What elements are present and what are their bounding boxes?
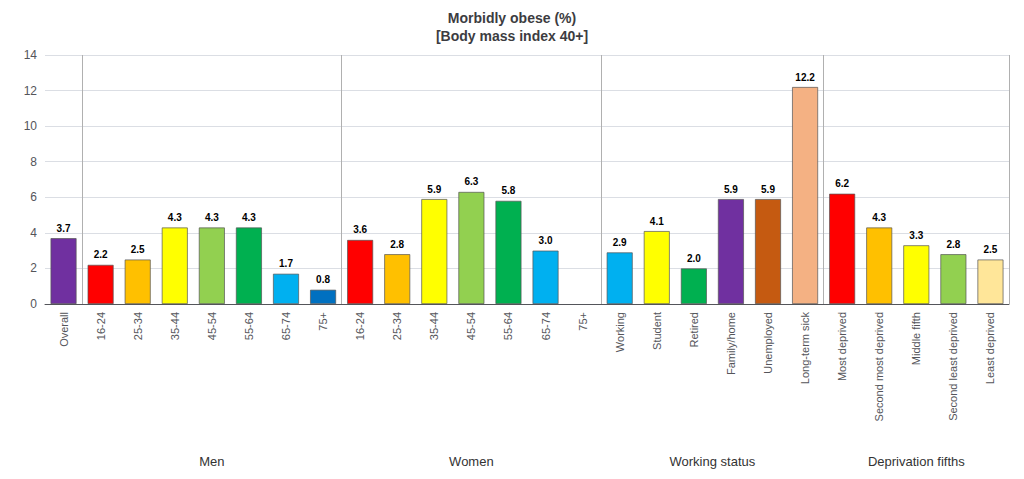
svg-text:Overall: Overall [58,312,70,347]
svg-text:[Body mass index 40+]: [Body mass index 40+] [436,28,588,44]
svg-text:4: 4 [30,226,37,240]
svg-text:75+: 75+ [317,312,329,331]
svg-text:Student: Student [651,312,663,350]
svg-text:65-74: 65-74 [280,312,292,340]
svg-text:Second least deprived: Second least deprived [947,312,959,421]
svg-text:Second most deprived: Second most deprived [873,312,885,421]
svg-text:Working: Working [614,312,626,352]
svg-text:4.3: 4.3 [242,212,256,223]
svg-text:2: 2 [30,261,37,275]
svg-text:2.8: 2.8 [946,239,960,250]
svg-text:3.3: 3.3 [909,230,923,241]
svg-text:5.9: 5.9 [724,184,738,195]
svg-text:0: 0 [30,297,37,311]
svg-text:Working status: Working status [670,454,756,469]
svg-text:5.9: 5.9 [761,184,775,195]
svg-text:1.7: 1.7 [279,258,293,269]
svg-text:0.8: 0.8 [316,274,330,285]
svg-text:16-24: 16-24 [95,312,107,340]
svg-text:Men: Men [199,454,224,469]
svg-text:25-34: 25-34 [391,312,403,340]
svg-text:2.2: 2.2 [94,249,108,260]
svg-text:10: 10 [24,119,38,133]
svg-text:45-54: 45-54 [465,312,477,340]
svg-text:4.3: 4.3 [205,212,219,223]
svg-text:4.3: 4.3 [168,212,182,223]
svg-text:3.7: 3.7 [57,223,71,234]
svg-text:4.1: 4.1 [650,216,664,227]
svg-text:35-44: 35-44 [169,312,181,340]
svg-text:Long-term sick: Long-term sick [799,312,811,385]
svg-text:2.9: 2.9 [613,237,627,248]
svg-text:2.0: 2.0 [687,253,701,264]
svg-text:25-34: 25-34 [132,312,144,340]
svg-text:35-44: 35-44 [428,312,440,340]
svg-text:14: 14 [24,48,38,62]
svg-text:Unemployed: Unemployed [762,312,774,374]
svg-text:3.6: 3.6 [353,224,367,235]
svg-text:6.2: 6.2 [835,178,849,189]
svg-text:Retired: Retired [688,312,700,347]
svg-text:5.9: 5.9 [427,184,441,195]
svg-text:45-54: 45-54 [206,312,218,340]
svg-text:Morbidly obese (%): Morbidly obese (%) [448,10,576,26]
svg-text:Deprivation fifths: Deprivation fifths [868,454,965,469]
svg-text:2.5: 2.5 [131,244,145,255]
svg-text:5.8: 5.8 [502,185,516,196]
svg-text:12.2: 12.2 [795,72,815,83]
svg-text:16-24: 16-24 [354,312,366,340]
svg-text:Family/home: Family/home [725,312,737,375]
svg-text:75+: 75+ [577,312,589,331]
svg-text:4.3: 4.3 [872,212,886,223]
svg-text:12: 12 [24,84,38,98]
svg-text:6.3: 6.3 [464,176,478,187]
svg-text:2.8: 2.8 [390,239,404,250]
svg-text:8: 8 [30,155,37,169]
svg-text:3.0: 3.0 [539,235,553,246]
svg-text:Women: Women [449,454,494,469]
svg-text:55-64: 55-64 [243,312,255,340]
svg-text:Middle fifth: Middle fifth [910,312,922,365]
svg-text:2.5: 2.5 [984,244,998,255]
svg-text:Least deprived: Least deprived [984,312,996,384]
svg-text:55-64: 55-64 [502,312,514,340]
svg-text:Most deprived: Most deprived [836,312,848,381]
svg-text:6: 6 [30,190,37,204]
svg-text:65-74: 65-74 [540,312,552,340]
